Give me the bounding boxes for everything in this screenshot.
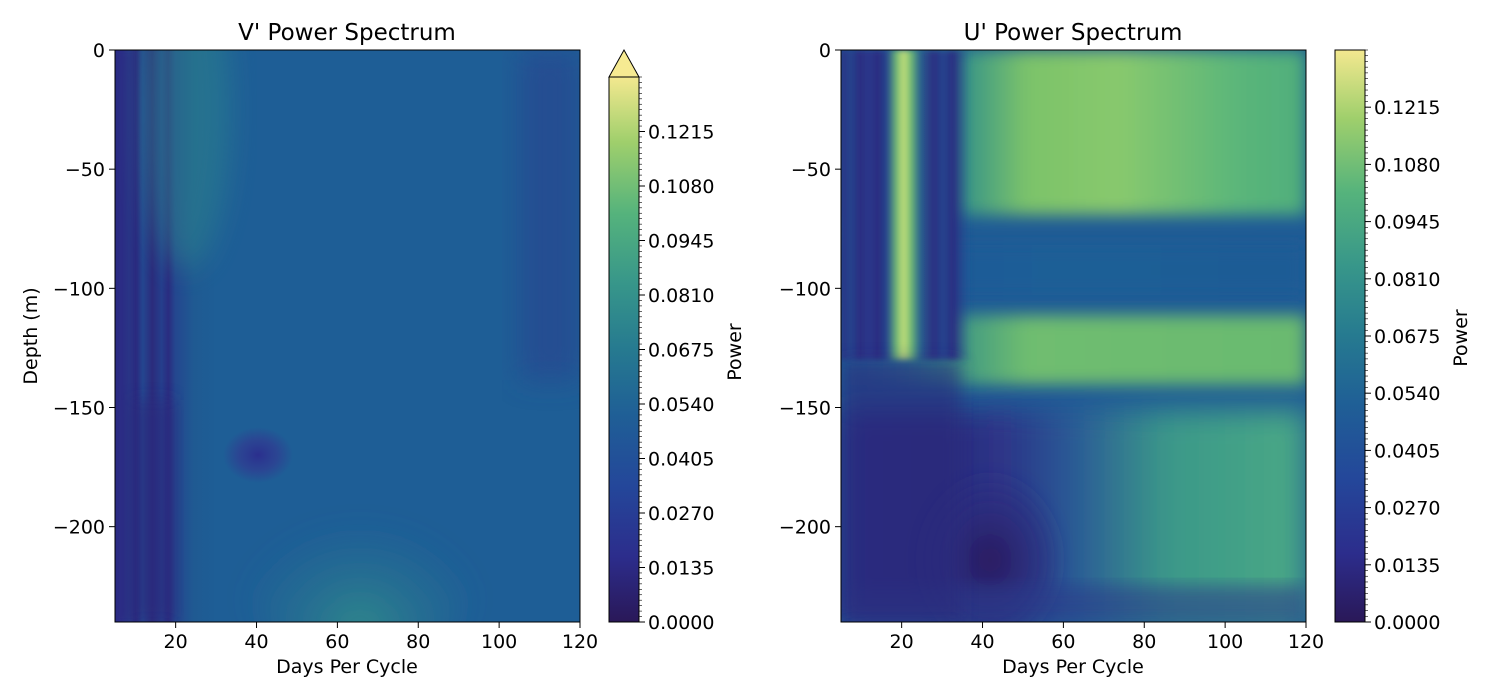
v-x-tick-label: 20: [164, 631, 188, 653]
u-y-tick-label: −100: [779, 278, 831, 300]
u-x-tick-label: 120: [1288, 631, 1324, 653]
v-y-axis: 0 −50 −100 −150 −200: [53, 40, 115, 539]
v-colorbar-label: Power: [724, 323, 746, 381]
u-colorbar-tick-label: 0.0270: [1374, 498, 1440, 520]
u-colorbar-ticks: 0.0000 0.0135 0.0270 0.0405 0.0540 0.0675 0.08…: [1365, 49, 1440, 634]
v-dark-left-low: [130, 400, 175, 622]
u-colorbar-gradient: [1335, 50, 1365, 622]
u-colorbar-tick-label: 0.0000: [1374, 612, 1440, 634]
v-colorbar-gradient: [609, 77, 639, 622]
v-colorbar-tick-label: 0.0810: [648, 285, 714, 307]
u-x-tick-label: 80: [1132, 631, 1156, 653]
v-y-tick-label: −200: [53, 517, 105, 539]
v-x-tick-label: 100: [481, 631, 517, 653]
u-colorbar-tick-label: 0.0945: [1374, 212, 1440, 234]
u-y-tick-label: −150: [779, 398, 831, 420]
v-x-axis-label: Days Per Cycle: [276, 656, 418, 678]
u-colorbar-label: Power: [1450, 309, 1472, 367]
v-dark-left: [115, 50, 137, 622]
v-teal-blob-65: [250, 490, 470, 622]
u-colorbar-tick-label: 0.0405: [1374, 440, 1440, 462]
u-y-tick-label: −50: [791, 159, 831, 181]
v-teal-column: [140, 50, 230, 270]
v-x-tick-label: 40: [244, 631, 268, 653]
u-plot-frame: [840, 49, 1307, 623]
v-y-tick-label: −50: [65, 159, 105, 181]
u-x-tick-label: 100: [1207, 631, 1243, 653]
v-x-axis: 20 40 60 80 100 120: [164, 622, 598, 653]
u-colorbar-tick-label: 0.1080: [1374, 154, 1440, 176]
v-x-tick-label: 60: [325, 631, 349, 653]
v-colorbar-tick-label: 0.0405: [648, 449, 714, 471]
v-y-tick-label: 0: [93, 40, 105, 62]
u-plot-title: U' Power Spectrum: [964, 20, 1183, 46]
v-colorbar-tick-label: 0.0270: [648, 503, 714, 525]
v-x-tick-label: 80: [406, 631, 430, 653]
u-x-tick-label: 40: [970, 631, 994, 653]
v-plot-title: V' Power Spectrum: [238, 20, 456, 46]
u-colorbar-tick-label: 0.0540: [1374, 383, 1440, 405]
u-power-heatmap: [840, 49, 1307, 623]
v-colorbar-tick-label: 0.0135: [648, 558, 714, 580]
u-y-tick-label: 0: [819, 40, 831, 62]
u-y-tick-label: −200: [779, 517, 831, 539]
v-colorbar-tick-label: 0.1215: [648, 122, 714, 144]
u-x-tick-label: 20: [890, 631, 914, 653]
v-colorbar-tick-label: 0.0675: [648, 340, 714, 362]
v-x-tick-label: 120: [562, 631, 598, 653]
u-y-axis: 0 −50 −100 −150 −200: [779, 40, 841, 539]
u-colorbar: 0.0000 0.0135 0.0270 0.0405 0.0540 0.0675 0.08…: [1334, 49, 1440, 634]
v-colorbar-extend-arrow: [608, 48, 640, 78]
v-y-tick-label: −100: [53, 278, 105, 300]
v-colorbar: 0.0000 0.0135 0.0270 0.0405 0.0540 0.0675 0.08…: [608, 48, 714, 634]
v-colorbar-tick-label: 0.1080: [648, 176, 714, 198]
v-y-tick-label: −150: [53, 398, 105, 420]
u-colorbar-tick-label: 0.0135: [1374, 555, 1440, 577]
u-colorbar-tick-label: 0.0810: [1374, 269, 1440, 291]
u-x-axis-label: Days Per Cycle: [1002, 656, 1144, 678]
u-x-tick-label: 60: [1051, 631, 1075, 653]
v-power-heatmap: [114, 49, 581, 623]
v-dark-right-edge: [520, 50, 580, 380]
v-y-axis-label: Depth (m): [20, 287, 42, 384]
u-column-stripes-low: [841, 360, 961, 622]
u-x-axis: 20 40 60 80 100 120: [890, 622, 1324, 653]
v-colorbar-ticks: 0.0000 0.0135 0.0270 0.0405 0.0540 0.0675 0.08…: [639, 76, 714, 634]
u-column-stripes: [841, 50, 1306, 360]
v-dark-blob-40: [223, 427, 293, 483]
u-colorbar-tick-label: 0.0675: [1374, 326, 1440, 348]
v-colorbar-tick-label: 0.0540: [648, 394, 714, 416]
u-colorbar-tick-label: 0.1215: [1374, 97, 1440, 119]
v-colorbar-tick-label: 0.0000: [648, 612, 714, 634]
v-colorbar-tick-label: 0.0945: [648, 231, 714, 253]
v-plot-frame: [114, 49, 581, 623]
